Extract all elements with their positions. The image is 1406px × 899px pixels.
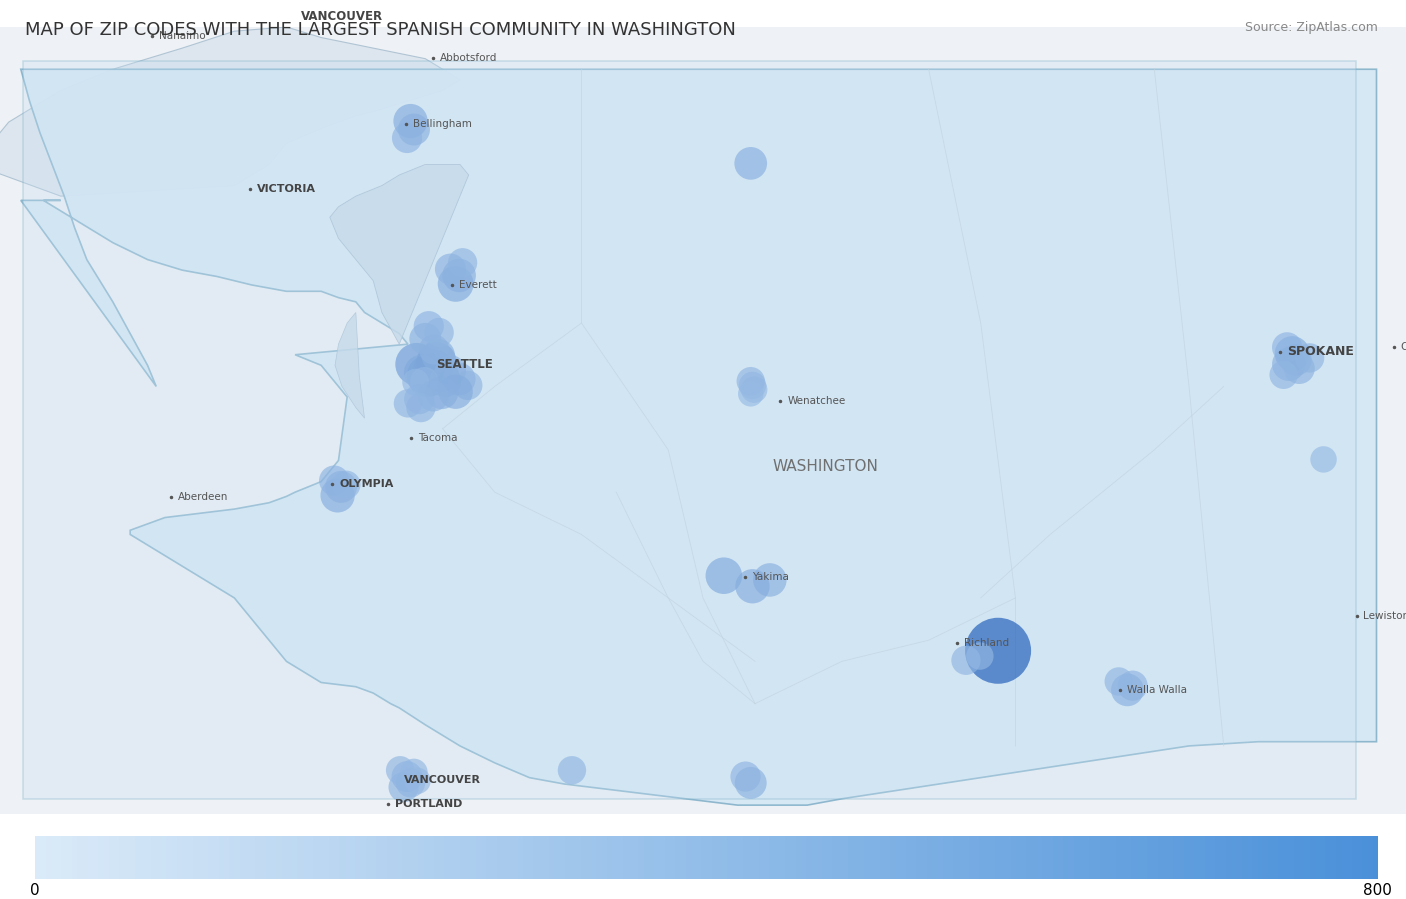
Polygon shape bbox=[21, 69, 1376, 806]
Point bbox=[1278, 357, 1301, 371]
Point bbox=[389, 763, 412, 778]
Text: VANCOUVER: VANCOUVER bbox=[301, 10, 384, 22]
Point bbox=[409, 400, 432, 414]
Point bbox=[405, 375, 427, 389]
Point bbox=[449, 268, 471, 282]
Text: VANCOUVER: VANCOUVER bbox=[404, 775, 481, 785]
Text: Lewiston: Lewiston bbox=[1364, 611, 1406, 621]
Text: PORTLAND: PORTLAND bbox=[395, 799, 463, 809]
Point bbox=[759, 573, 782, 587]
Point bbox=[427, 349, 450, 363]
Polygon shape bbox=[0, 27, 460, 196]
Text: Source: ZipAtlas.com: Source: ZipAtlas.com bbox=[1244, 21, 1378, 33]
Point bbox=[741, 579, 763, 593]
Point bbox=[969, 649, 991, 663]
Text: SEATTLE: SEATTLE bbox=[436, 358, 494, 370]
Point bbox=[425, 355, 447, 369]
Point bbox=[1275, 340, 1298, 354]
Point bbox=[413, 374, 436, 388]
Text: Aberdeen: Aberdeen bbox=[179, 493, 228, 503]
Point bbox=[396, 130, 419, 145]
Point bbox=[430, 368, 453, 382]
Text: Everett: Everett bbox=[460, 280, 496, 290]
Point bbox=[399, 776, 422, 790]
Point bbox=[1298, 351, 1320, 365]
Point bbox=[392, 780, 415, 795]
Point bbox=[405, 357, 427, 371]
Point bbox=[402, 122, 425, 137]
Point bbox=[444, 385, 467, 399]
Text: Bellingham: Bellingham bbox=[413, 120, 472, 129]
Point bbox=[1288, 361, 1310, 376]
Point bbox=[413, 332, 436, 346]
Point bbox=[335, 477, 357, 492]
Point bbox=[741, 378, 763, 393]
Polygon shape bbox=[335, 313, 364, 418]
Point bbox=[1281, 346, 1303, 360]
Point bbox=[987, 644, 1010, 658]
Point bbox=[430, 386, 453, 400]
Point bbox=[1285, 352, 1308, 367]
Text: Coeur d'Alene: Coeur d'Alene bbox=[1400, 343, 1406, 352]
Point bbox=[1272, 368, 1295, 382]
Point bbox=[411, 366, 433, 380]
Point bbox=[326, 488, 349, 503]
Point bbox=[399, 114, 422, 129]
Point bbox=[449, 372, 471, 387]
Point bbox=[740, 387, 762, 401]
Point bbox=[422, 361, 444, 376]
Text: OLYMPIA: OLYMPIA bbox=[339, 479, 394, 489]
Text: VICTORIA: VICTORIA bbox=[257, 183, 316, 194]
Point bbox=[1122, 679, 1144, 693]
Point bbox=[740, 776, 762, 790]
Point bbox=[418, 319, 440, 334]
Point bbox=[434, 374, 457, 388]
Point bbox=[406, 774, 429, 788]
Point bbox=[457, 378, 479, 393]
Point bbox=[451, 255, 474, 270]
Point bbox=[742, 382, 765, 396]
Point bbox=[1116, 682, 1139, 697]
Point bbox=[396, 396, 419, 411]
Point bbox=[330, 480, 353, 494]
Point bbox=[1312, 452, 1334, 467]
Text: Tacoma: Tacoma bbox=[419, 433, 458, 443]
Point bbox=[323, 474, 346, 488]
Point bbox=[416, 369, 439, 383]
Point bbox=[423, 343, 446, 357]
Text: Walla Walla: Walla Walla bbox=[1128, 685, 1188, 695]
Point bbox=[422, 388, 444, 403]
Point bbox=[396, 770, 419, 784]
Point bbox=[734, 770, 756, 784]
Text: Abbotsford: Abbotsford bbox=[440, 53, 498, 63]
Point bbox=[439, 262, 461, 276]
Text: MAP OF ZIP CODES WITH THE LARGEST SPANISH COMMUNITY IN WASHINGTON: MAP OF ZIP CODES WITH THE LARGEST SPANIS… bbox=[25, 21, 737, 39]
Point bbox=[955, 653, 977, 667]
Point bbox=[740, 156, 762, 171]
Text: SPOKANE: SPOKANE bbox=[1286, 345, 1354, 358]
Point bbox=[740, 374, 762, 388]
Point bbox=[427, 325, 450, 340]
Point bbox=[444, 277, 467, 291]
Text: Yakima: Yakima bbox=[752, 572, 789, 582]
Point bbox=[402, 765, 425, 779]
Text: Richland: Richland bbox=[965, 638, 1010, 648]
Point bbox=[561, 763, 583, 778]
Text: WASHINGTON: WASHINGTON bbox=[772, 459, 879, 475]
Point bbox=[439, 363, 461, 378]
Point bbox=[1108, 674, 1130, 689]
Text: Nanaimo: Nanaimo bbox=[159, 31, 205, 41]
Text: Wenatchee: Wenatchee bbox=[787, 396, 845, 406]
Polygon shape bbox=[330, 165, 468, 344]
Point bbox=[408, 392, 430, 406]
Point bbox=[713, 568, 735, 583]
